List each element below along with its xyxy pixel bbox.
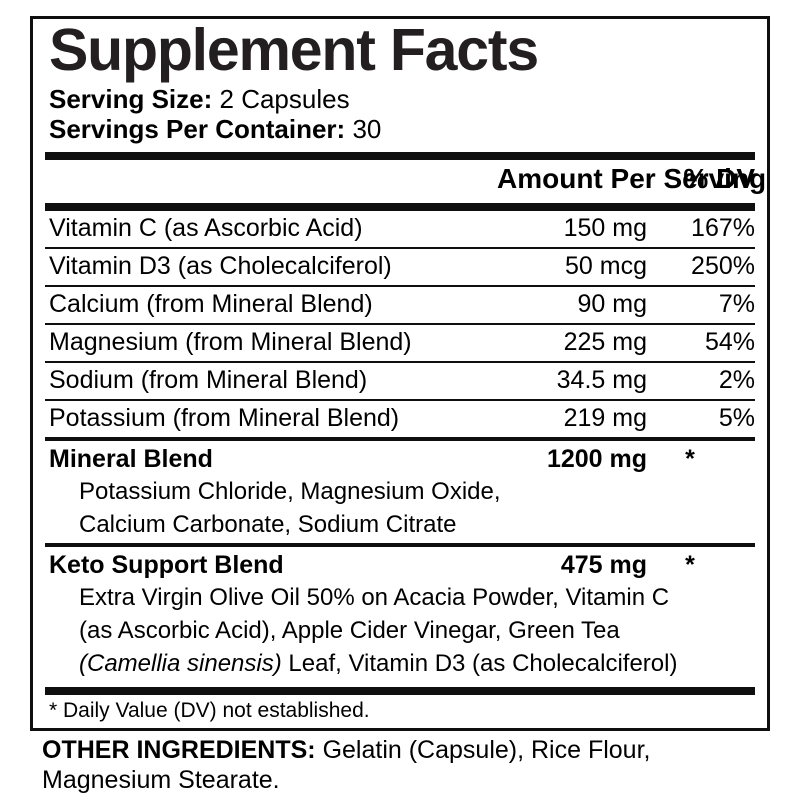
table-row: Vitamin C (as Ascorbic Acid) 150 mg 167% [45, 211, 755, 247]
nutrient-name: Magnesium (from Mineral Blend) [49, 328, 412, 357]
row-divider [45, 399, 755, 402]
nutrient-daily-value: 250% [691, 252, 755, 281]
blend-sub-botanical-name: (Camellia sinensis) [79, 650, 282, 678]
blend-name: Mineral Blend [49, 445, 213, 474]
divider-before-footnote [45, 686, 755, 695]
blend-sub-ingredient-line: Calcium Carbonate, Sodium Citrate [79, 511, 457, 539]
other-ingredients-value: Gelatin (Capsule), Rice Flour, Magnesium… [42, 736, 651, 794]
nutrient-name: Sodium (from Mineral Blend) [49, 366, 368, 395]
table-row: Potassium (from Mineral Blend) 219 mg 5% [45, 401, 755, 437]
nutrient-amount: 90 mg [577, 290, 647, 319]
supplement-facts-panel: Supplement Facts Serving Size: 2 Capsule… [30, 16, 770, 731]
serving-size-value: 2 Capsules [219, 83, 350, 114]
page-title: Supplement Facts [49, 17, 539, 83]
blend-daily-value: * [685, 551, 695, 580]
row-divider [45, 247, 755, 250]
blend-name: Keto Support Blend [49, 551, 284, 580]
servings-per-container-line: Servings Per Container: 30 [49, 114, 755, 145]
serving-size-line: Serving Size: 2 Capsules [49, 84, 755, 115]
nutrient-rows-table: Vitamin C (as Ascorbic Acid) 150 mg 167% Vi… [45, 211, 755, 437]
nutrient-daily-value: 5% [718, 404, 755, 433]
nutrient-name: Potassium (from Mineral Blend) [49, 404, 400, 433]
table-row: Magnesium (from Mineral Blend) 225 mg 54% [45, 325, 755, 361]
blend-sub-ingredient-line: (Camellia sinensis) Leaf, Vitamin D3 (as… [45, 649, 755, 682]
nutrient-name: Calcium (from Mineral Blend) [49, 290, 373, 319]
other-ingredients: OTHER INGREDIENTS: Gelatin (Capsule), Ri… [42, 735, 762, 795]
nutrient-amount: 50 mcg [565, 252, 647, 281]
nutrient-daily-value: 2% [718, 366, 755, 395]
divider-between-blends [45, 543, 755, 548]
blend-daily-value: * [685, 445, 695, 474]
table-row: Vitamin D3 (as Cholecalciferol) 50 mcg 250… [45, 249, 755, 285]
blend-sub-ingredient-line: (as Ascorbic Acid), Apple Cider Vinegar,… [79, 617, 620, 645]
blend-container: Mineral Blend 1200 mg * Potassium Chloride,… [45, 441, 755, 682]
blend-sub-ingredient-line: Extra Virgin Olive Oil 50% on Acacia Pow… [79, 584, 670, 612]
row-divider [45, 323, 755, 326]
nutrient-amount: 34.5 mg [556, 366, 647, 395]
divider-before-blends [45, 437, 755, 442]
nutrient-amount: 150 mg [563, 214, 647, 243]
servings-per-container-value: 30 [352, 114, 382, 145]
table-header-row: Amount Per Serving % DV [45, 160, 767, 199]
serving-size-label: Serving Size: [49, 83, 213, 114]
divider-thick-header [45, 203, 755, 212]
nutrient-daily-value: 7% [718, 290, 755, 319]
nutrient-daily-value: 54% [704, 328, 755, 357]
table-row: Sodium (from Mineral Blend) 34.5 mg 2% [45, 363, 755, 399]
blend-row: Mineral Blend 1200 mg * [45, 441, 755, 477]
nutrient-name: Vitamin C (as Ascorbic Acid) [49, 214, 363, 243]
blend-header-table: Keto Support Blend 475 mg * [45, 547, 755, 583]
column-header-amount: Amount Per Serving [497, 163, 767, 195]
nutrient-amount: 219 mg [563, 404, 647, 433]
servings-per-container-label: Servings Per Container: [49, 114, 346, 145]
serving-info: Serving Size: 2 Capsules Servings Per Co… [49, 84, 755, 145]
blend-amount: 475 mg [560, 551, 647, 580]
blend-header-table: Mineral Blend 1200 mg * [45, 441, 755, 477]
column-header-daily-value: % DV [683, 163, 755, 195]
column-header-name [45, 160, 497, 199]
nutrient-name: Vitamin D3 (as Cholecalciferol) [49, 252, 392, 281]
blend-sub-ingredient-line: Potassium Chloride, Magnesium Oxide, [79, 478, 501, 506]
nutrition-table: Amount Per Serving % DV [45, 160, 767, 199]
row-divider [45, 361, 755, 364]
nutrient-daily-value: 167% [691, 214, 755, 243]
daily-value-footnote: * Daily Value (DV) not established. [49, 698, 370, 722]
blend-amount: 1200 mg [546, 445, 647, 474]
divider-thick-top [45, 152, 755, 161]
table-row: Calcium (from Mineral Blend) 90 mg 7% [45, 287, 755, 323]
blend-row: Keto Support Blend 475 mg * [45, 547, 755, 583]
other-ingredients-label: OTHER INGREDIENTS: [42, 736, 316, 764]
nutrient-amount: 225 mg [563, 328, 647, 357]
row-divider [45, 285, 755, 288]
blend-sub-text-post: Leaf, Vitamin D3 (as Cholecalciferol) [281, 650, 678, 678]
